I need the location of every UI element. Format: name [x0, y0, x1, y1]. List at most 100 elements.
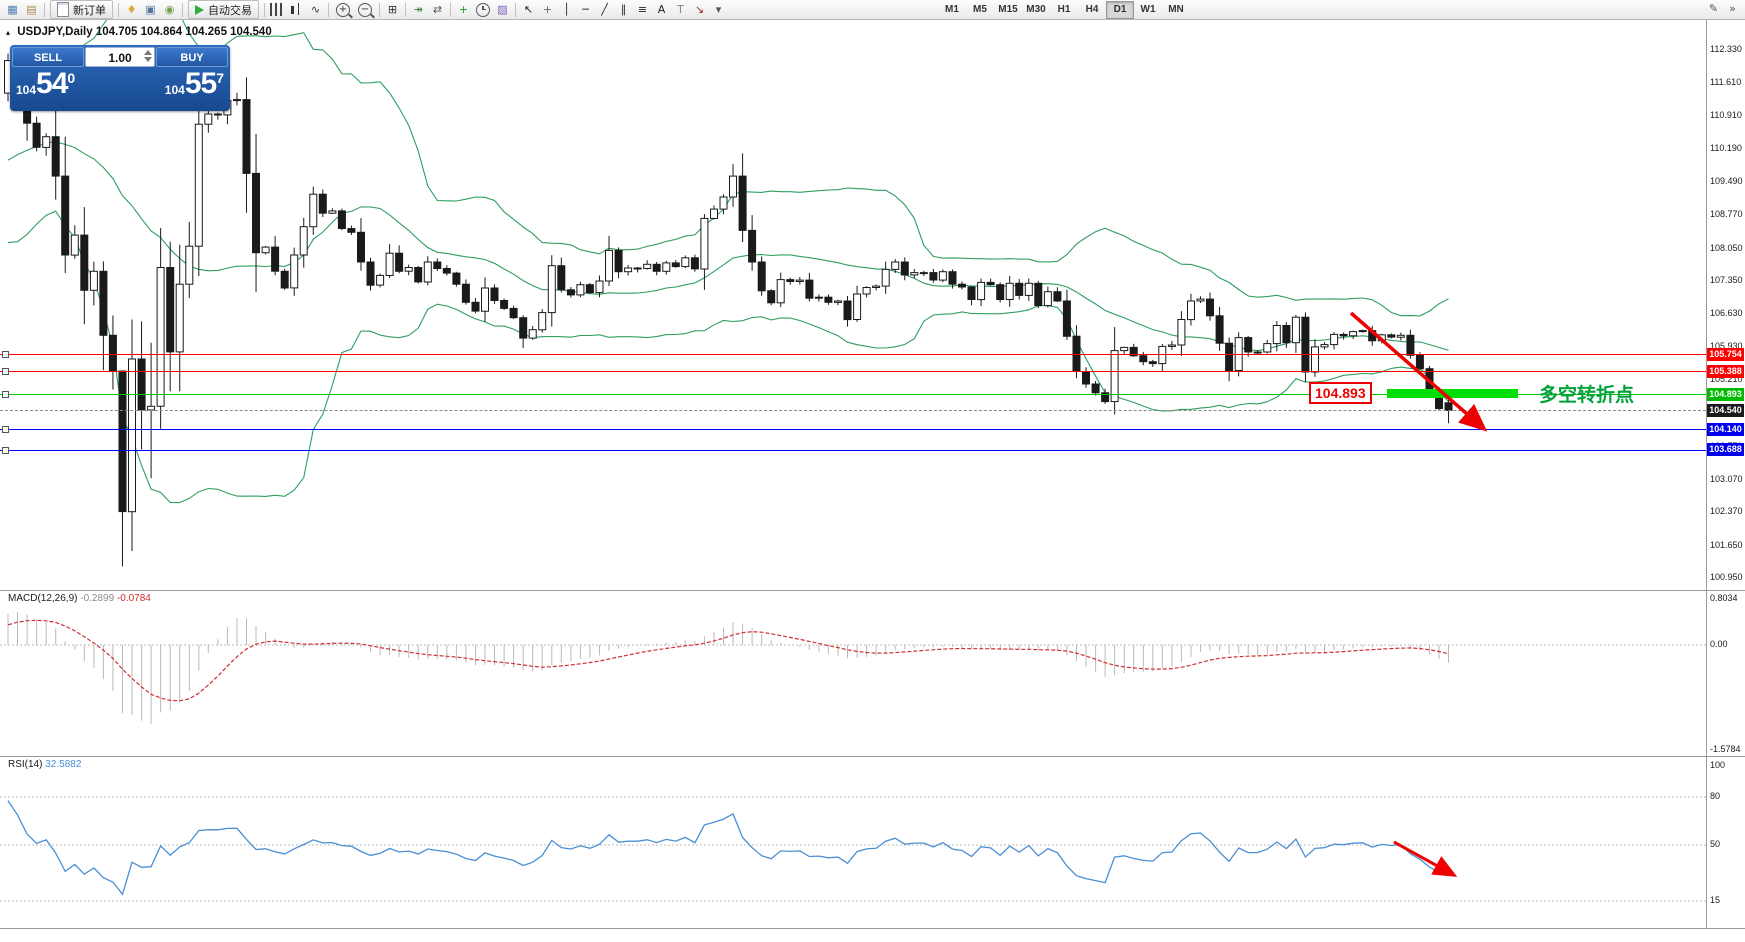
- volume-input[interactable]: 1.00: [85, 47, 155, 67]
- line-handle[interactable]: [2, 447, 9, 454]
- candlesticks[interactable]: [4, 51, 1453, 567]
- templates-icon[interactable]: ▨: [497, 2, 508, 16]
- crosshair-icon[interactable]: +: [542, 2, 553, 16]
- date-axis[interactable]: 20 Feb 20201 Mar 202010 Mar 202019 Mar 2…: [0, 929, 1745, 942]
- price-tick: 109.490: [1710, 176, 1743, 186]
- horizontal-line-103.688[interactable]: [0, 450, 1706, 451]
- profiles-icon[interactable]: ▤: [26, 2, 37, 16]
- price-tag-103.688: 103.688: [1707, 443, 1744, 456]
- buy-button[interactable]: BUY: [156, 47, 228, 67]
- turning-point-bar[interactable]: [1387, 389, 1518, 398]
- price-tick: 105.930: [1710, 341, 1743, 351]
- tile-windows-icon[interactable]: ⊞: [387, 2, 398, 16]
- volume-value: 1.00: [108, 51, 132, 65]
- turning-point-text[interactable]: 多空转折点: [1539, 385, 1635, 406]
- timeframe-group: M1 M5 M15 M30 H1 H4 D1 W1 MN: [938, 0, 1190, 19]
- price-tag-104.893: 104.893: [1707, 388, 1744, 401]
- timeframe-m15[interactable]: M15: [998, 3, 1018, 15]
- main-price-chart[interactable]: [0, 20, 1706, 590]
- charts-icon[interactable]: ▦: [7, 2, 18, 16]
- macd-axis-zero: 0.00: [1710, 639, 1728, 649]
- volume-down-icon[interactable]: [144, 57, 152, 62]
- periods-icon[interactable]: [476, 2, 490, 17]
- auto-scroll-icon[interactable]: ↠: [413, 2, 424, 16]
- arrows-dropdown-icon[interactable]: ▾: [715, 2, 722, 16]
- horizontal-line-icon[interactable]: ─: [582, 2, 589, 16]
- new-order-button[interactable]: 新订单: [50, 0, 113, 19]
- toolbar-separator: [264, 2, 265, 17]
- rsi-axis-50: 50: [1710, 839, 1721, 849]
- price-tick: 111.610: [1710, 77, 1742, 87]
- ohlc-values: 104.705 104.864 104.265 104.540: [95, 26, 272, 38]
- price-callout-label[interactable]: 104.893: [1309, 382, 1372, 404]
- price-tick: 100.950: [1710, 572, 1743, 582]
- line-chart-type-icon[interactable]: ∿: [310, 2, 321, 16]
- sell-price[interactable]: 104 54 0: [16, 67, 76, 100]
- vertical-line-icon[interactable]: │: [563, 2, 570, 16]
- price-tick: 112.330: [1710, 44, 1742, 54]
- symbol-title: USDJPY,Daily: [17, 26, 93, 38]
- timeframe-h1[interactable]: H1: [1057, 3, 1071, 15]
- price-tick: 101.650: [1710, 540, 1743, 550]
- zoom-in-icon[interactable]: +: [336, 2, 350, 17]
- signals-icon[interactable]: ◉: [164, 2, 175, 16]
- one-click-trading-panel: SELL 1.00 BUY 104 54 0 104 55 7: [10, 45, 230, 111]
- text-icon[interactable]: A: [657, 2, 666, 16]
- timeframe-m5[interactable]: M5: [973, 3, 987, 15]
- channel-icon[interactable]: ∥: [620, 2, 627, 16]
- buy-price[interactable]: 104 55 7: [164, 67, 224, 100]
- indicators-icon[interactable]: +: [458, 2, 469, 16]
- one-click-collapse-icon[interactable]: ▴: [6, 28, 11, 37]
- horizontal-line-105.388[interactable]: [0, 371, 1706, 372]
- macd-axis-top: 0.8034: [1710, 593, 1738, 603]
- toolbar-separator: [44, 2, 45, 17]
- volume-up-icon[interactable]: [144, 50, 152, 55]
- timeframe-m1[interactable]: M1: [945, 3, 959, 15]
- rsi-indicator-chart[interactable]: [0, 757, 1706, 928]
- bollinger-band-m: [7, 141, 1449, 352]
- panel-separator[interactable]: [0, 590, 1745, 591]
- zoom-out-icon[interactable]: −: [358, 2, 372, 17]
- horizontal-line-104.140[interactable]: [0, 429, 1706, 430]
- horizontal-line-104.540[interactable]: [0, 410, 1706, 411]
- fibonacci-icon[interactable]: ≡: [637, 2, 648, 16]
- toolbar-separator: [118, 2, 119, 17]
- arrows-icon[interactable]: ↘: [694, 2, 705, 16]
- rsi-axis-100: 100: [1710, 760, 1726, 770]
- macd-indicator-chart[interactable]: [0, 591, 1706, 756]
- autotrading-button[interactable]: 自动交易: [188, 0, 259, 19]
- bollinger-band-l: [7, 210, 1449, 504]
- label-icon[interactable]: T: [677, 2, 684, 16]
- timeframe-d1[interactable]: D1: [1106, 0, 1134, 19]
- play-icon: [195, 4, 204, 15]
- mql-wizard-icon[interactable]: ♦: [126, 2, 137, 16]
- customize-toolbar-icon[interactable]: ✎: [1708, 2, 1719, 15]
- timeframe-mn[interactable]: MN: [1168, 3, 1184, 15]
- new-order-button-label: 新订单: [73, 4, 106, 17]
- price-tick: 110.190: [1710, 143, 1742, 153]
- line-handle[interactable]: [2, 391, 9, 398]
- trendline-icon[interactable]: ╱: [601, 2, 608, 16]
- cursor-icon[interactable]: ↖: [523, 2, 534, 16]
- timeframe-w1[interactable]: W1: [1140, 3, 1156, 15]
- toolbar-overflow-icon[interactable]: »: [1729, 2, 1736, 15]
- rsi-label: RSI(14) 32.5882: [8, 759, 82, 770]
- chart-header: ▴ USDJPY,Daily 104.705 104.864 104.265 1…: [6, 26, 272, 38]
- chart-shift-icon[interactable]: ⇄: [432, 2, 443, 16]
- candlestick-chart-type-icon[interactable]: [289, 3, 304, 16]
- panel-separator[interactable]: [0, 756, 1745, 757]
- market-icon[interactable]: ▣: [145, 2, 156, 16]
- price-tick: 106.630: [1710, 308, 1743, 318]
- price-tag-105.388: 105.388: [1707, 365, 1744, 378]
- horizontal-line-105.754[interactable]: [0, 354, 1706, 355]
- timeframe-m30[interactable]: M30: [1026, 3, 1046, 15]
- line-handle[interactable]: [2, 351, 9, 358]
- sell-button[interactable]: SELL: [12, 47, 84, 67]
- timeframe-h4[interactable]: H4: [1085, 3, 1099, 15]
- bar-chart-type-icon[interactable]: [270, 3, 285, 16]
- volume-stepper[interactable]: [144, 50, 152, 62]
- horizontal-line-104.893[interactable]: [0, 394, 1706, 395]
- line-handle[interactable]: [2, 426, 9, 433]
- line-handle[interactable]: [2, 368, 9, 375]
